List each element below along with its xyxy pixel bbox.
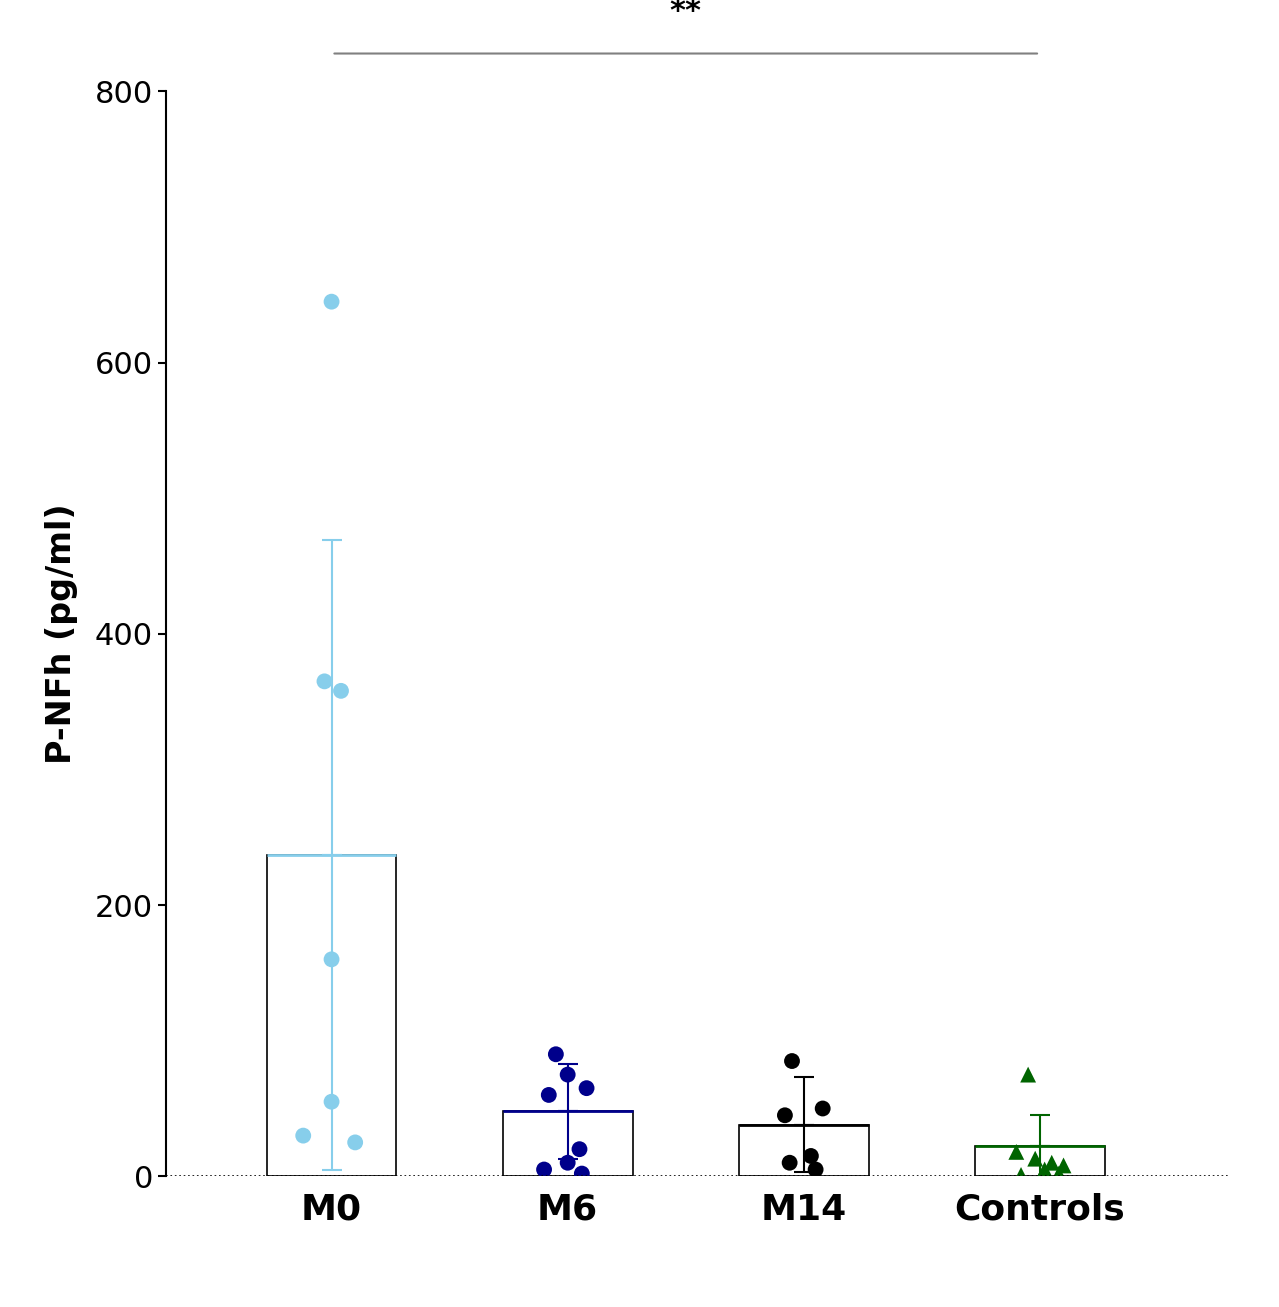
Bar [266,855,396,1176]
Point [345,1132,366,1153]
Point [1041,1153,1062,1174]
Point [558,1153,578,1174]
Point [1018,1064,1039,1085]
Point [321,291,341,312]
Point [812,1098,833,1119]
Point [315,670,335,691]
Point [321,1091,341,1112]
Point [546,1044,567,1065]
Point [569,1138,590,1159]
Point [533,1159,554,1180]
Point [1030,1168,1050,1189]
Point [538,1085,559,1106]
Point [781,1051,802,1072]
Point [293,1125,313,1146]
Point [1010,1165,1031,1185]
Point [806,1159,826,1180]
Point [1007,1141,1027,1162]
Point [558,1064,578,1085]
Point [775,1104,796,1125]
Bar [739,1125,868,1176]
Point [779,1153,799,1174]
Point [1024,1149,1045,1170]
Point [321,949,341,970]
Bar [975,1146,1105,1176]
Bar [503,1111,633,1176]
Point [577,1078,597,1099]
Point [801,1145,821,1166]
Y-axis label: P-NFh (pg/ml): P-NFh (pg/ml) [45,503,78,765]
Point [1049,1163,1069,1184]
Text: **: ** [670,0,702,26]
Point [1054,1155,1074,1176]
Point [572,1163,592,1184]
Point [331,681,352,702]
Point [1035,1159,1055,1180]
